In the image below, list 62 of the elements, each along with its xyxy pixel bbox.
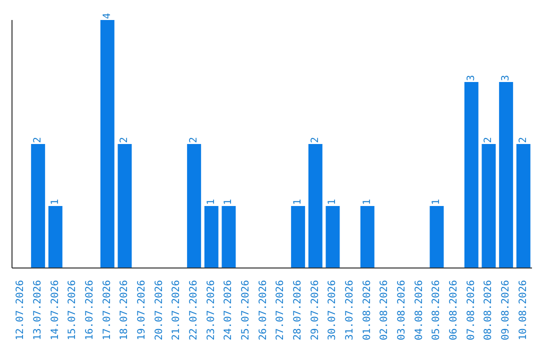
data-label: 3 [466, 74, 477, 81]
bar [31, 144, 46, 268]
data-label: 1 [50, 198, 61, 205]
x-tick-label: 25.07.2026 [240, 280, 252, 340]
x-tick-label: 04.08.2026 [414, 280, 425, 340]
x-tick-label: 17.07.2026 [102, 280, 113, 340]
bar [360, 206, 374, 268]
x-tick-label: 06.08.2026 [448, 280, 460, 340]
bar [308, 144, 322, 268]
x-tick-label: 23.07.2026 [206, 280, 217, 340]
x-tick-label: 27.07.2026 [275, 280, 286, 340]
x-tick-label: 10.08.2026 [518, 280, 529, 340]
data-label: 3 [500, 74, 512, 81]
x-tick-label: 15.07.2026 [67, 280, 78, 340]
bar [326, 206, 340, 268]
bar [482, 144, 496, 268]
x-tick-label: 14.07.2026 [50, 280, 61, 340]
x-tick-label: 28.07.2026 [292, 280, 304, 340]
x-tick-label: 22.07.2026 [188, 280, 200, 340]
x-tick-label: 30.07.2026 [327, 280, 338, 340]
bar [464, 82, 478, 268]
data-label: 1 [327, 198, 338, 205]
x-tick-label: 05.08.2026 [431, 280, 442, 340]
data-label: 1 [292, 198, 304, 205]
x-tick-label: 12.07.2026 [15, 280, 26, 340]
data-label: 1 [431, 198, 442, 205]
data-label: 4 [102, 12, 113, 19]
x-tick-label: 07.08.2026 [466, 280, 477, 340]
bar [187, 144, 202, 268]
data-label: 2 [518, 136, 529, 143]
x-tick-label: 18.07.2026 [119, 280, 130, 340]
data-label: 2 [483, 136, 494, 143]
bar [499, 82, 514, 268]
data-label: 1 [206, 198, 217, 205]
data-label: 1 [223, 198, 234, 205]
bar [100, 20, 114, 268]
x-tick-label: 20.07.2026 [154, 280, 165, 340]
data-label: 2 [310, 136, 321, 143]
data-label: 2 [188, 136, 200, 143]
x-tick-label: 02.08.2026 [379, 280, 390, 340]
x-tick-label: 13.07.2026 [32, 280, 44, 340]
x-tick-label: 19.07.2026 [136, 280, 148, 340]
x-tick-label: 16.07.2026 [84, 280, 96, 340]
x-tick-label: 03.08.2026 [396, 280, 408, 340]
x-tick-label: 26.07.2026 [258, 280, 269, 340]
data-label: 2 [32, 136, 44, 143]
x-tick-label: 31.07.2026 [344, 280, 356, 340]
data-label: 2 [119, 136, 130, 143]
x-tick-label: 01.08.2026 [362, 280, 373, 340]
x-tick-label: 21.07.2026 [171, 280, 182, 340]
bar [430, 206, 444, 268]
data-label: 1 [362, 198, 373, 205]
x-tick-label: 24.07.2026 [223, 280, 234, 340]
x-tick-label: 29.07.2026 [310, 280, 321, 340]
bar [48, 206, 62, 268]
bar [516, 144, 530, 268]
bar [291, 206, 306, 268]
bar [222, 206, 236, 268]
x-tick-label: 09.08.2026 [500, 280, 512, 340]
bar [204, 206, 218, 268]
x-tick-label: 08.08.2026 [483, 280, 494, 340]
bar [118, 144, 132, 268]
